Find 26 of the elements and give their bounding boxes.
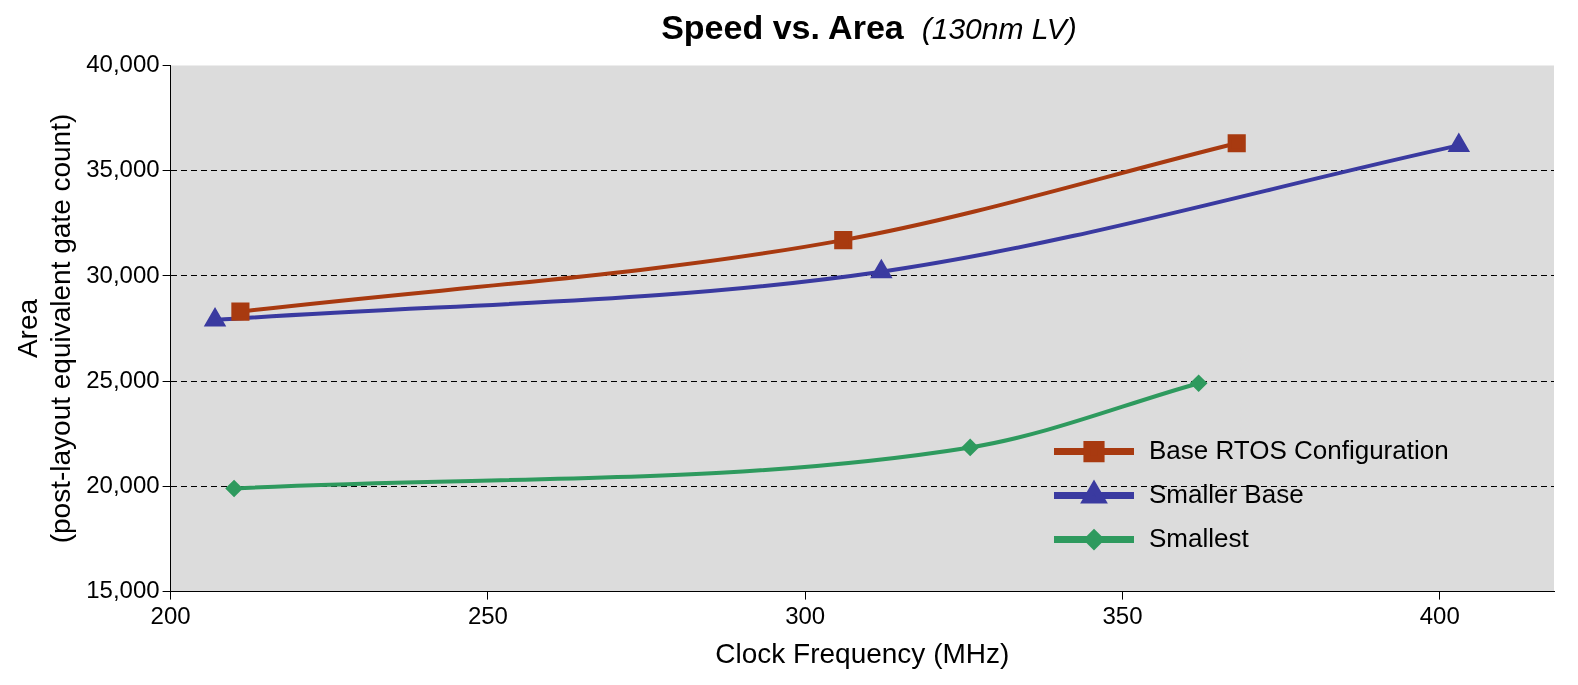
- point: [205, 309, 225, 327]
- x-tick-label: 200: [150, 601, 191, 629]
- point: [834, 231, 853, 250]
- chart-subtitle: (130nm LV): [921, 12, 1077, 45]
- point: [1190, 375, 1207, 392]
- x-tick-label: 250: [467, 601, 508, 629]
- point: [1449, 134, 1469, 152]
- y-tick-label: 20,000: [86, 470, 160, 498]
- chart-title: Speed vs. Area: [661, 8, 904, 46]
- point: [226, 480, 243, 497]
- x-tick-label: 300: [785, 601, 826, 629]
- point: [231, 302, 250, 321]
- y-tick-label: 15,000: [86, 576, 160, 604]
- y-tick-label: 30,000: [86, 260, 160, 288]
- point: [962, 439, 979, 456]
- y-axis-title: Area (post-layout equivalent gate count): [11, 113, 77, 544]
- y-tick-label: 25,000: [86, 365, 160, 393]
- legend-label: Smallest: [1149, 522, 1250, 553]
- x-tick-label: 400: [1419, 601, 1460, 629]
- legend-label: Smaller Base: [1149, 478, 1304, 509]
- point: [1227, 134, 1246, 153]
- x-tick-label: 350: [1102, 601, 1143, 629]
- legend-label: Base RTOS Configuration: [1149, 434, 1449, 465]
- y-tick-label: 35,000: [86, 155, 160, 183]
- y-tick-label: 40,000: [86, 50, 160, 78]
- x-axis-title: Clock Frequency (MHz): [715, 637, 1010, 669]
